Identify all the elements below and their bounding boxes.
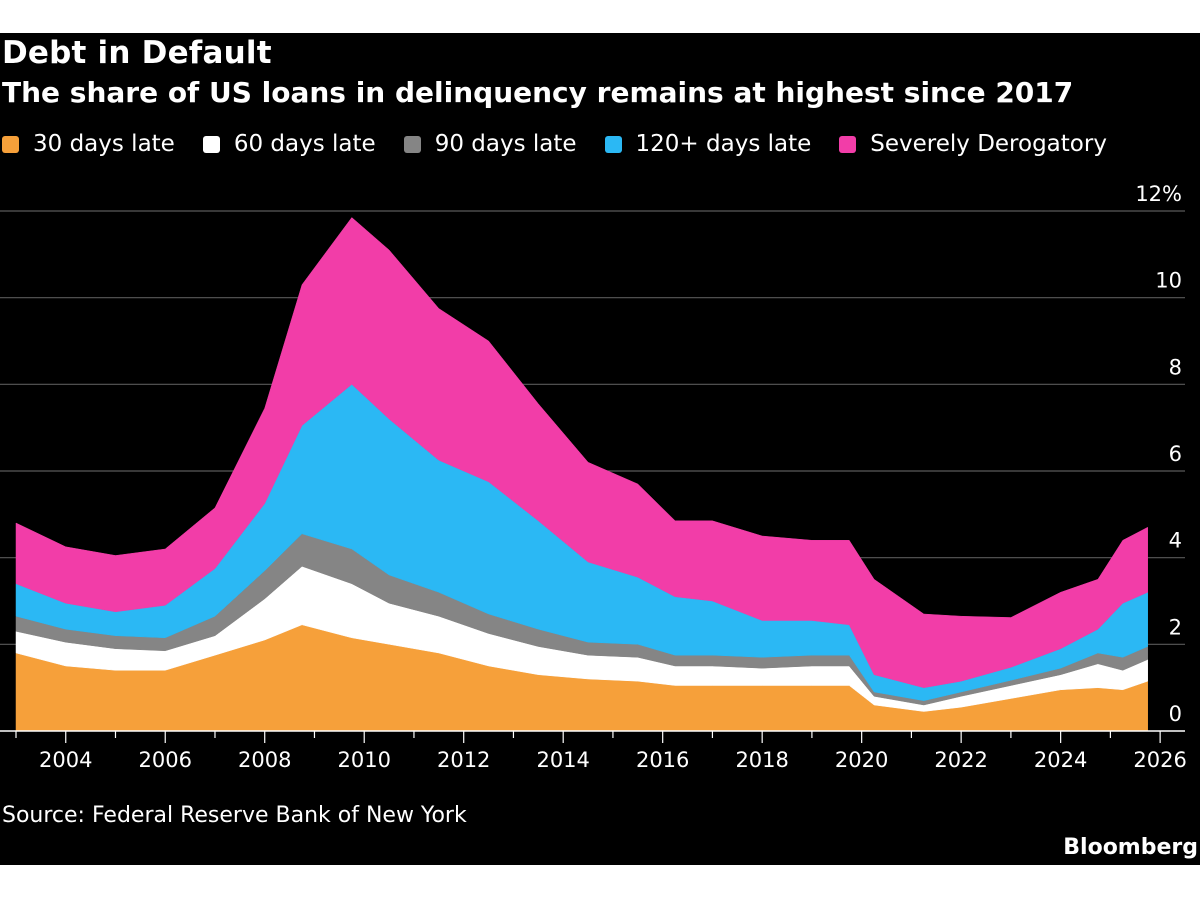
legend-label: 120+ days late — [635, 131, 812, 157]
x-tick-label: 2004 — [39, 748, 92, 772]
x-tick-label: 2024 — [1034, 748, 1087, 772]
legend-item: Severely Derogatory — [839, 131, 1107, 157]
stacked-area-chart: 2004 2006 2008 2010 2012 2014 2016 2018 2020 2022… — [0, 182, 1187, 772]
x-tick-label: 2020 — [835, 748, 888, 772]
series-area — [15, 217, 1148, 688]
legend-label: 60 days late — [233, 131, 376, 157]
legend-label: 90 days late — [434, 131, 577, 157]
legend-swatch — [839, 135, 857, 153]
legend-swatch — [403, 135, 421, 153]
x-axis: 2004 2006 2008 2010 2012 2014 2016 2018 2020 2022… — [0, 730, 1187, 772]
x-tick-label: 2016 — [636, 748, 689, 772]
y-tick-label: 10 — [1155, 269, 1182, 293]
legend-item: 30 days late — [2, 131, 175, 157]
x-tick-label: 2026 — [1133, 748, 1186, 772]
legend-label: Severely Derogatory — [870, 131, 1107, 157]
legend-swatch — [202, 135, 220, 153]
x-tick-label: 2018 — [735, 748, 788, 772]
legend-item: 120+ days late — [604, 131, 812, 157]
chart-subtitle: The share of US loans in delinquency rem… — [2, 76, 1074, 109]
x-tick-label: 2010 — [337, 748, 390, 772]
legend-label: 30 days late — [33, 131, 175, 157]
chart-panel: Debt in Default The share of US loans in… — [0, 33, 1200, 865]
chart-title: Debt in Default — [2, 35, 272, 71]
x-tick-label: 2012 — [437, 748, 490, 772]
area-series — [15, 217, 1148, 732]
legend-swatch — [604, 135, 622, 153]
legend: 30 days late 60 days late 90 days late 120+… — [2, 131, 1135, 157]
y-tick-label: 12% — [1135, 182, 1182, 206]
y-axis: 0 2 4 6 8 10 12% — [1135, 182, 1182, 726]
y-tick-label: 4 — [1169, 529, 1182, 553]
y-tick-label: 0 — [1169, 702, 1182, 726]
y-tick-label: 2 — [1169, 615, 1182, 639]
legend-swatch — [2, 135, 19, 153]
brand-logo: Bloomberg — [1063, 835, 1198, 860]
source-note: Source: Federal Reserve Bank of New York — [2, 803, 467, 828]
x-tick-label: 2008 — [238, 748, 291, 772]
legend-item: 60 days late — [202, 131, 376, 157]
x-tick-label: 2022 — [934, 748, 987, 772]
x-tick-label: 2014 — [536, 748, 589, 772]
y-tick-label: 8 — [1169, 355, 1182, 379]
legend-item: 90 days late — [403, 131, 577, 157]
x-tick-label: 2006 — [139, 748, 192, 772]
y-tick-label: 6 — [1169, 442, 1182, 466]
